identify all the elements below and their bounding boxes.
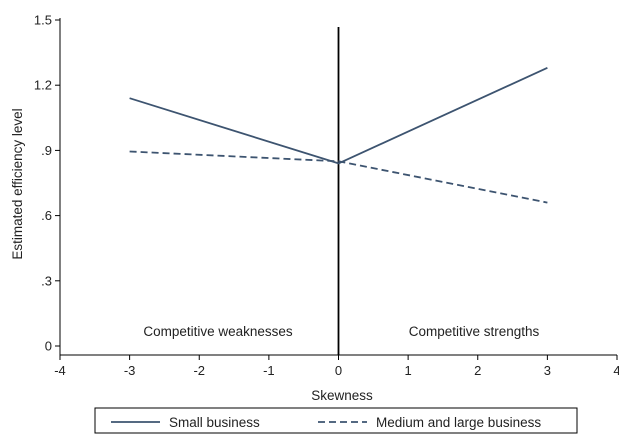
y-tick-label: 1.5 [34, 13, 52, 28]
x-tick-label: 2 [474, 363, 481, 378]
y-axis-title: Estimated efficiency level [10, 108, 25, 259]
x-tick-label: 1 [405, 363, 412, 378]
y-tick-label: .9 [41, 143, 52, 158]
axes: 0 .3 .6 .9 1.2 1.5 -4 -3 -2 -1 0 1 2 3 4 [34, 13, 619, 379]
legend-label-small-business: Small business [169, 415, 260, 430]
legend-box [94, 407, 578, 434]
y-tick-label: .6 [41, 208, 52, 223]
x-tick-label: -2 [193, 363, 205, 378]
x-tick-label: -3 [124, 363, 136, 378]
x-tick-label: 0 [335, 363, 342, 378]
y-tick-label: .3 [41, 273, 52, 288]
x-tick-label: 4 [613, 363, 619, 378]
legend-label-medium-large-business: Medium and large business [376, 415, 541, 430]
x-tick-label: -1 [263, 363, 275, 378]
legend: Small business Medium and large business [94, 407, 578, 434]
annotation-competitive-strengths: Competitive strengths [409, 324, 540, 339]
y-tick-label: 1.2 [34, 78, 52, 93]
x-axis-title: Skewness [311, 388, 373, 403]
x-tick-label: -4 [54, 363, 66, 378]
x-tick-label: 3 [544, 363, 551, 378]
annotation-competitive-weaknesses: Competitive weaknesses [143, 324, 293, 339]
series-line-medium-large-business [129, 150, 548, 204]
y-tick-label: 0 [45, 339, 52, 354]
series-line-small-business [129, 66, 548, 165]
series-layer [129, 66, 548, 204]
